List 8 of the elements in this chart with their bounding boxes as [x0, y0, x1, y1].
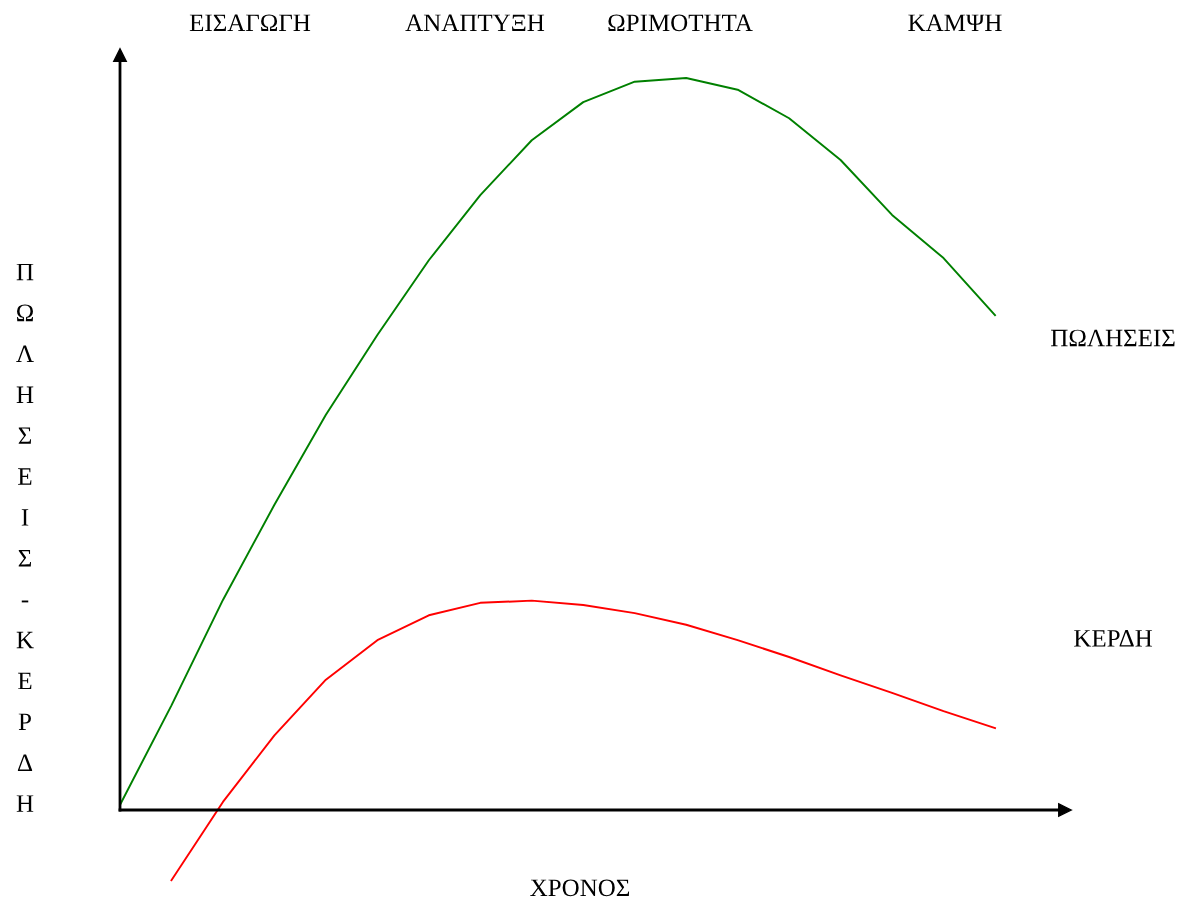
- text: ΚΑΜΨΗ: [908, 14, 1002, 32]
- text: ΕΙΣΑΓΩΓΗ: [189, 14, 311, 32]
- text: ΠΩΛΗΣΕΙΣ-ΚΕΡΔΗ: [16, 263, 34, 812]
- text: ΠΩΛΗΣΕΙΣ: [1051, 329, 1175, 347]
- text: ΑΝΑΠΤΥΞΗ: [405, 14, 545, 32]
- text: ΚΕΡΔΗ: [1074, 630, 1153, 647]
- text: ΩΡΙΜΟΤΗΤΑ: [608, 14, 753, 32]
- x-axis-title: ΧΡΟΝΟΣ: [530, 879, 630, 897]
